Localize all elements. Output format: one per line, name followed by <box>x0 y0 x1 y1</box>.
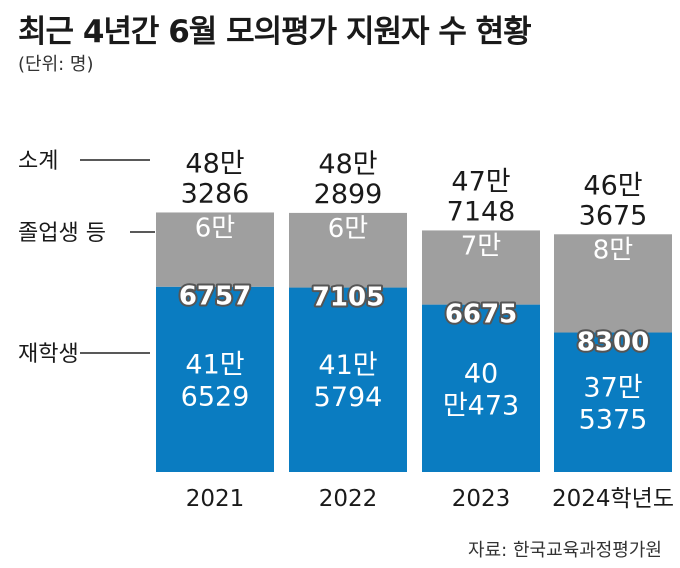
x-tick-label: 2021 <box>186 486 245 512</box>
bar-graduates-2023 <box>422 230 540 305</box>
total-value-label: 3675 <box>579 200 648 231</box>
total-value-label: 46만 <box>583 170 642 201</box>
students-value-label: 5375 <box>579 404 648 435</box>
x-tick-label: 2024학년도 <box>552 486 674 512</box>
students-value-label: 40 <box>464 358 498 389</box>
students-value-label: 6529 <box>181 381 250 412</box>
graduates-value-label: 6만 <box>195 213 235 243</box>
bar-students-2023 <box>422 304 540 472</box>
students-value-label: 5794 <box>314 382 383 413</box>
x-tick-label: 2023 <box>452 486 511 512</box>
unit-label: (단위: 명) <box>18 54 94 75</box>
legend-label-graduates: 졸업생 등 <box>18 221 106 246</box>
graduates-value-label: 7만 <box>461 231 501 261</box>
bar-students-2022 <box>289 287 407 472</box>
total-value-label: 2899 <box>314 179 383 210</box>
bar-graduates-2021 <box>156 212 274 287</box>
graduates-value-label: 8만 <box>593 235 633 265</box>
graduates-value-label: 6675 <box>445 300 517 330</box>
total-value-label: 48만 <box>185 148 244 179</box>
students-value-label: 37만 <box>583 372 642 403</box>
graduates-value-label: 6757 <box>179 282 251 312</box>
bar-graduates-2022 <box>289 212 407 288</box>
x-tick-label: 2022 <box>319 486 378 512</box>
legend-label-students: 재학생 <box>18 342 79 367</box>
legend-label-total: 소계 <box>18 149 58 174</box>
bar-students-2021 <box>156 286 274 472</box>
students-value-label: 만473 <box>443 390 519 421</box>
bar-graduates-2024학년도 <box>554 234 672 333</box>
total-value-label: 7148 <box>447 196 516 227</box>
total-value-label: 3286 <box>181 178 250 209</box>
graduates-value-label: 7105 <box>312 283 384 313</box>
students-value-label: 41만 <box>318 350 377 381</box>
graduates-value-label: 8300 <box>577 328 649 358</box>
source-note: 자료: 한국교육과정평가원 <box>468 540 662 561</box>
graduates-value-label: 6만 <box>328 214 368 244</box>
total-value-label: 47만 <box>451 166 510 197</box>
bar-students-2024학년도 <box>554 332 672 472</box>
total-value-label: 48만 <box>318 149 377 180</box>
chart-title: 최근 4년간 6월 모의평가 지원자 수 현황 <box>18 14 532 50</box>
students-value-label: 41만 <box>185 349 244 380</box>
